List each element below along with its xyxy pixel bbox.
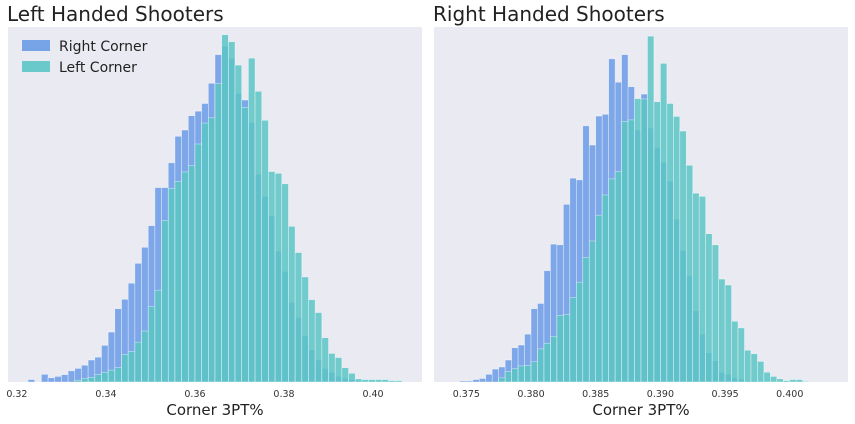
histogram-bar <box>763 371 771 383</box>
legend: Right Corner Left Corner <box>22 39 148 76</box>
histogram-bar <box>348 372 356 383</box>
histogram-bar <box>472 379 480 383</box>
x-tick-label: 0.40 <box>362 389 383 400</box>
histogram-bar <box>485 374 493 383</box>
histogram-bar <box>666 103 674 383</box>
histogram-bar <box>517 365 525 383</box>
x-tick-label: 0.395 <box>711 389 738 400</box>
x-tick-label: 0.375 <box>453 389 480 400</box>
histogram-bar <box>588 240 597 383</box>
chart-title: Left Handed Shooters <box>7 2 224 26</box>
histogram-bar <box>530 361 538 383</box>
histogram-bar <box>634 98 642 383</box>
histogram-bar <box>582 257 590 383</box>
x-tick-label: 0.36 <box>184 389 205 400</box>
x-axis-label: Corner 3PT% <box>592 401 689 419</box>
histogram-bar <box>627 119 635 383</box>
histogram-bar <box>685 164 694 383</box>
histogram-bar <box>537 348 545 383</box>
histogram-bar <box>504 371 512 383</box>
histogram-bar <box>737 327 745 383</box>
histogram-bar <box>511 368 519 383</box>
histogram-bar <box>550 335 558 383</box>
histogram-bar <box>705 233 713 383</box>
histogram-bar <box>608 178 616 383</box>
histogram-bar <box>459 380 467 383</box>
histogram-bar <box>491 368 499 383</box>
histogram-bar <box>563 314 571 383</box>
x-axis-label: Corner 3PT% <box>166 401 263 419</box>
histogram-bar <box>789 379 797 383</box>
histogram-bar <box>744 349 752 383</box>
histogram-bar <box>556 315 564 383</box>
legend-swatch <box>22 61 50 72</box>
histogram-bar <box>776 378 784 383</box>
histogram-bar <box>673 116 681 383</box>
histogram-bar <box>783 380 791 383</box>
histogram-bar <box>660 63 668 383</box>
histogram-bar <box>640 98 648 383</box>
histogram-bar <box>750 353 758 383</box>
chart-title: Right Handed Shooters <box>433 2 665 26</box>
histogram-bar <box>569 297 577 383</box>
legend-label: Right Corner <box>59 39 148 55</box>
histogram-bar <box>524 365 532 383</box>
histogram-bar <box>731 320 739 383</box>
histogram-bar <box>770 376 778 383</box>
legend-swatch <box>22 40 50 51</box>
histogram-bar <box>711 244 719 383</box>
histogram-bar <box>692 192 700 383</box>
histogram-bar <box>718 278 726 383</box>
histogram-bar <box>614 171 622 383</box>
histogram-bar <box>576 281 584 383</box>
x-tick-label: 0.32 <box>6 389 27 400</box>
histogram-bar <box>543 342 551 383</box>
x-tick-label: 0.34 <box>95 389 116 400</box>
histogram-bar <box>698 196 706 383</box>
series-left-corner <box>498 35 810 383</box>
x-tick-label: 0.390 <box>647 389 674 400</box>
histogram-bar <box>802 380 810 383</box>
histogram-bar <box>724 284 732 383</box>
x-tick-label: 0.385 <box>582 389 609 400</box>
x-tick-label: 0.380 <box>517 389 544 400</box>
x-tick-label: 0.400 <box>776 389 803 400</box>
histogram-bar <box>478 378 487 383</box>
histogram-bar <box>795 379 804 383</box>
histogram-bar <box>653 101 661 383</box>
histogram-bar <box>757 361 765 383</box>
histogram-bar <box>621 121 629 383</box>
histogram-bar <box>647 35 655 383</box>
histogram-bar <box>27 379 36 383</box>
histogram-bar <box>601 194 609 383</box>
histogram-bar <box>394 380 403 383</box>
histogram-bar <box>498 377 506 383</box>
legend-label: Left Corner <box>59 60 137 76</box>
x-tick-label: 0.38 <box>273 389 294 400</box>
histogram-bar <box>595 214 603 383</box>
histogram-bar <box>466 380 474 383</box>
histogram-bar <box>679 130 687 383</box>
series-left-corner <box>74 34 403 383</box>
